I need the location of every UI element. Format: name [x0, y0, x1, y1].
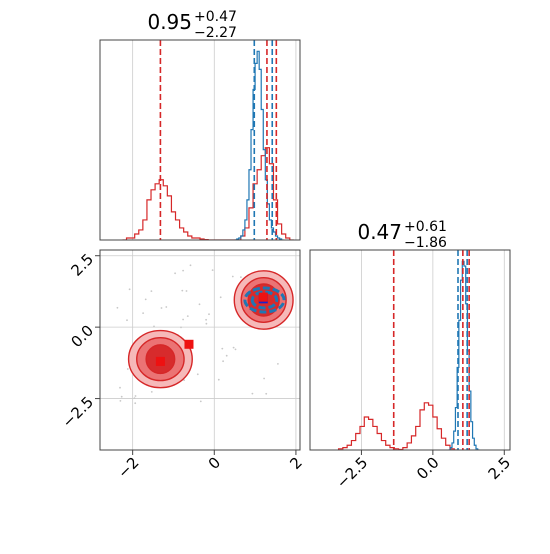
x1-x2-contour-sample-point [165, 306, 168, 308]
x1-x2-contour-sample-point [119, 400, 122, 402]
x1-hist-title-upper: +0.47 [194, 9, 237, 25]
x1-hist-series-blue-step [234, 50, 284, 240]
x1-x2-contour-sample-point [182, 318, 185, 321]
x1-x2-contour-frame [99, 249, 301, 451]
x1-x2-contour-sample-point [142, 312, 145, 314]
x1-x2-contour-sample-point [231, 275, 234, 278]
x1-x2-contour-mode-2-contour-1 [250, 290, 279, 310]
x1-x2-contour-sample-point [153, 325, 155, 328]
x2-hist-series-blue-step [448, 260, 480, 450]
x1-x2-contour-sample-point [182, 269, 185, 272]
x1-x2-contour-marker-red [155, 356, 165, 366]
x1-x2-contour-sample-point [134, 395, 137, 397]
x1-x2-contour-sample-point [183, 379, 186, 381]
x1-x2-contour-sample-point [219, 296, 222, 299]
x1-x2-contour-marker-red [258, 292, 268, 302]
x1-x2-contour-sample-point [232, 346, 235, 349]
x1-x2-contour-sample-point [150, 391, 153, 393]
x1-x2-contour-sample-point [144, 298, 147, 301]
x1-x2-contour-xtick-label: −2 [114, 454, 142, 482]
x1-x2-contour-ytick-label: 2.5 [67, 250, 97, 280]
x1-x2-contour-sample-point [181, 289, 184, 292]
x1-x2-contour-sample-point [120, 395, 123, 398]
x1-x2-contour-sample-point [208, 313, 210, 316]
x1-x2-contour-sample-point [211, 269, 214, 271]
x1-x2-contour-sample-point [160, 307, 163, 309]
x1-x2-contour-sample-point [126, 368, 129, 370]
x1-x2-contour-sample-point [205, 322, 208, 325]
x2-hist-xtick-label: 2.5 [485, 454, 515, 484]
x1-x2-contour-marker-red [184, 339, 194, 349]
x1-hist-frame [99, 39, 301, 241]
x1-x2-contour-sample-point [199, 400, 202, 403]
x2-hist-xtick-label: −2.5 [333, 454, 371, 492]
x2-hist-title-value: 0.47 [357, 220, 402, 244]
x1-hist-title-lower: −2.27 [194, 25, 237, 41]
x1-x2-contour-sample-point [133, 397, 136, 399]
x1-x2-contour-sample-point [198, 303, 201, 306]
x1-x2-contour-sample-point [128, 288, 131, 291]
x1-x2-contour-sample-point [240, 276, 242, 278]
x2-hist-xtick-label: 0.0 [413, 454, 443, 484]
x1-x2-contour-sample-point [150, 290, 153, 292]
x1-x2-contour-ytick-label: 0.0 [67, 321, 97, 351]
x1-x2-contour-sample-point [119, 386, 121, 389]
x1-x2-contour-sample-point [263, 377, 265, 380]
x1-x2-contour-sample-point [205, 318, 208, 321]
x1-x2-contour-mode-2-contour-0 [243, 286, 286, 314]
x1-x2-contour-xtick-label: 2 [286, 454, 305, 473]
x1-x2-contour-sample-point [174, 272, 177, 275]
x1-x2-contour-sample-point [225, 354, 228, 357]
x1-x2-contour-sample-point [185, 290, 188, 292]
x1-x2-contour-sample-point [221, 347, 224, 350]
x1-x2-contour-sample-point [134, 402, 137, 405]
x1-x2-contour-sample-point [126, 319, 128, 322]
x1-x2-contour-sample-point [251, 392, 254, 395]
x2-hist-title-lower: −1.86 [404, 235, 447, 251]
x1-x2-contour-sample-point [180, 326, 182, 329]
x1-x2-contour-sample-point [217, 378, 220, 381]
x1-x2-contour-sample-point [234, 348, 237, 351]
x1-x2-contour-sample-point [196, 373, 199, 376]
x1-x2-contour-sample-point [186, 315, 189, 317]
x1-x2-contour-sample-point [277, 363, 279, 365]
x1-hist-title-value: 0.95 [147, 10, 192, 34]
x2-hist-frame [309, 249, 511, 451]
x1-x2-contour-ytick-label: −2.5 [59, 393, 97, 431]
x1-x2-contour-sample-point [265, 392, 268, 395]
x1-hist-series-red-step [122, 147, 294, 240]
x2-hist-title-upper: +0.61 [404, 219, 447, 235]
x1-x2-contour-xtick-label: 0 [205, 454, 224, 473]
x1-x2-contour-sample-point [116, 306, 119, 309]
x2-hist-series-red-step [337, 402, 459, 450]
x1-x2-contour-sample-point [189, 264, 192, 267]
x1-x2-contour-sample-point [222, 360, 225, 363]
